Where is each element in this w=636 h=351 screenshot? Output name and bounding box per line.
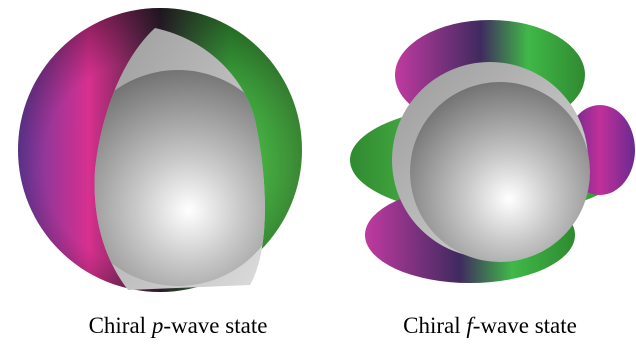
caption-symbol: p xyxy=(150,313,164,338)
caption: Chiral p-wave state xyxy=(89,313,268,338)
caption-text: -wave state xyxy=(163,313,267,338)
f-wave-render xyxy=(350,20,635,283)
caption: Chiral f-wave state xyxy=(403,313,577,338)
caption-text: Chiral xyxy=(89,313,152,338)
figure: Chiral p-wave state Chiral f-wave state xyxy=(0,0,636,346)
caption-text: -wave state xyxy=(473,313,577,338)
caption-text: Chiral xyxy=(403,313,466,338)
p-wave-render xyxy=(18,8,302,292)
